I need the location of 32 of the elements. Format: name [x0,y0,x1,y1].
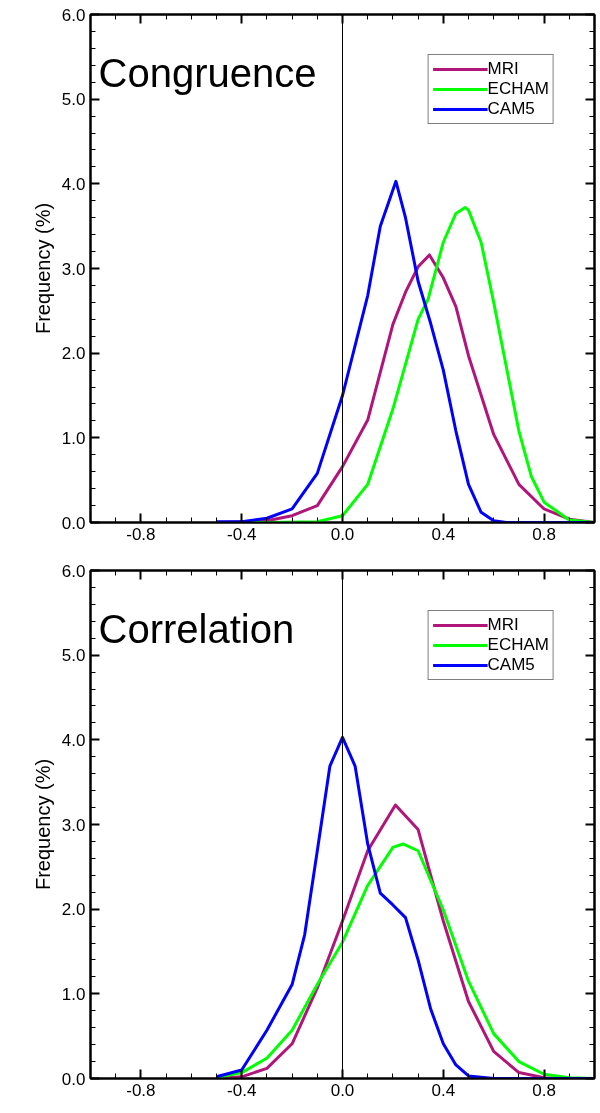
legend-label: MRI [487,59,519,79]
y-axis-title: Frequency (%) [31,758,54,891]
y-tick-label: 5.0 [61,646,86,666]
y-tick-label: 1.0 [61,984,86,1004]
y-tick-label: 4.0 [61,174,86,194]
y-tick-label: 5.0 [61,90,86,110]
y-tick-label: 4.0 [61,730,86,750]
x-tick-label: 0.0 [330,524,355,544]
y-tick-label: 6.0 [61,5,86,25]
y-tick-label: 2.0 [61,900,86,920]
x-tick-label: 0.4 [431,524,456,544]
legend-label: CAM5 [487,99,535,119]
x-tick-label: -0.4 [227,524,257,544]
y-axis-title: Frequency (%) [31,202,54,335]
y-tick-label: 3.0 [61,815,86,835]
x-tick-label: 0.4 [431,1080,456,1100]
y-tick-label: 6.0 [61,561,86,581]
x-tick-label: -0.8 [126,524,156,544]
x-tick-label: 0.8 [532,524,556,544]
legend-label: MRI [487,615,519,635]
y-tick-label: 3.0 [61,259,86,279]
x-tick-label: 0.0 [330,1080,355,1100]
legend-label: ECHAM [487,79,549,99]
x-tick-label: -0.8 [126,1080,156,1100]
legend-label: ECHAM [487,635,549,655]
x-tick-label: 0.8 [532,1080,556,1100]
text: Correlation [98,606,295,651]
text: Congruence [98,50,317,95]
y-tick-label: 2.0 [61,344,86,364]
legend-label: CAM5 [487,655,535,675]
y-tick-label: 1.0 [61,428,86,448]
x-tick-label: -0.4 [227,1080,257,1100]
